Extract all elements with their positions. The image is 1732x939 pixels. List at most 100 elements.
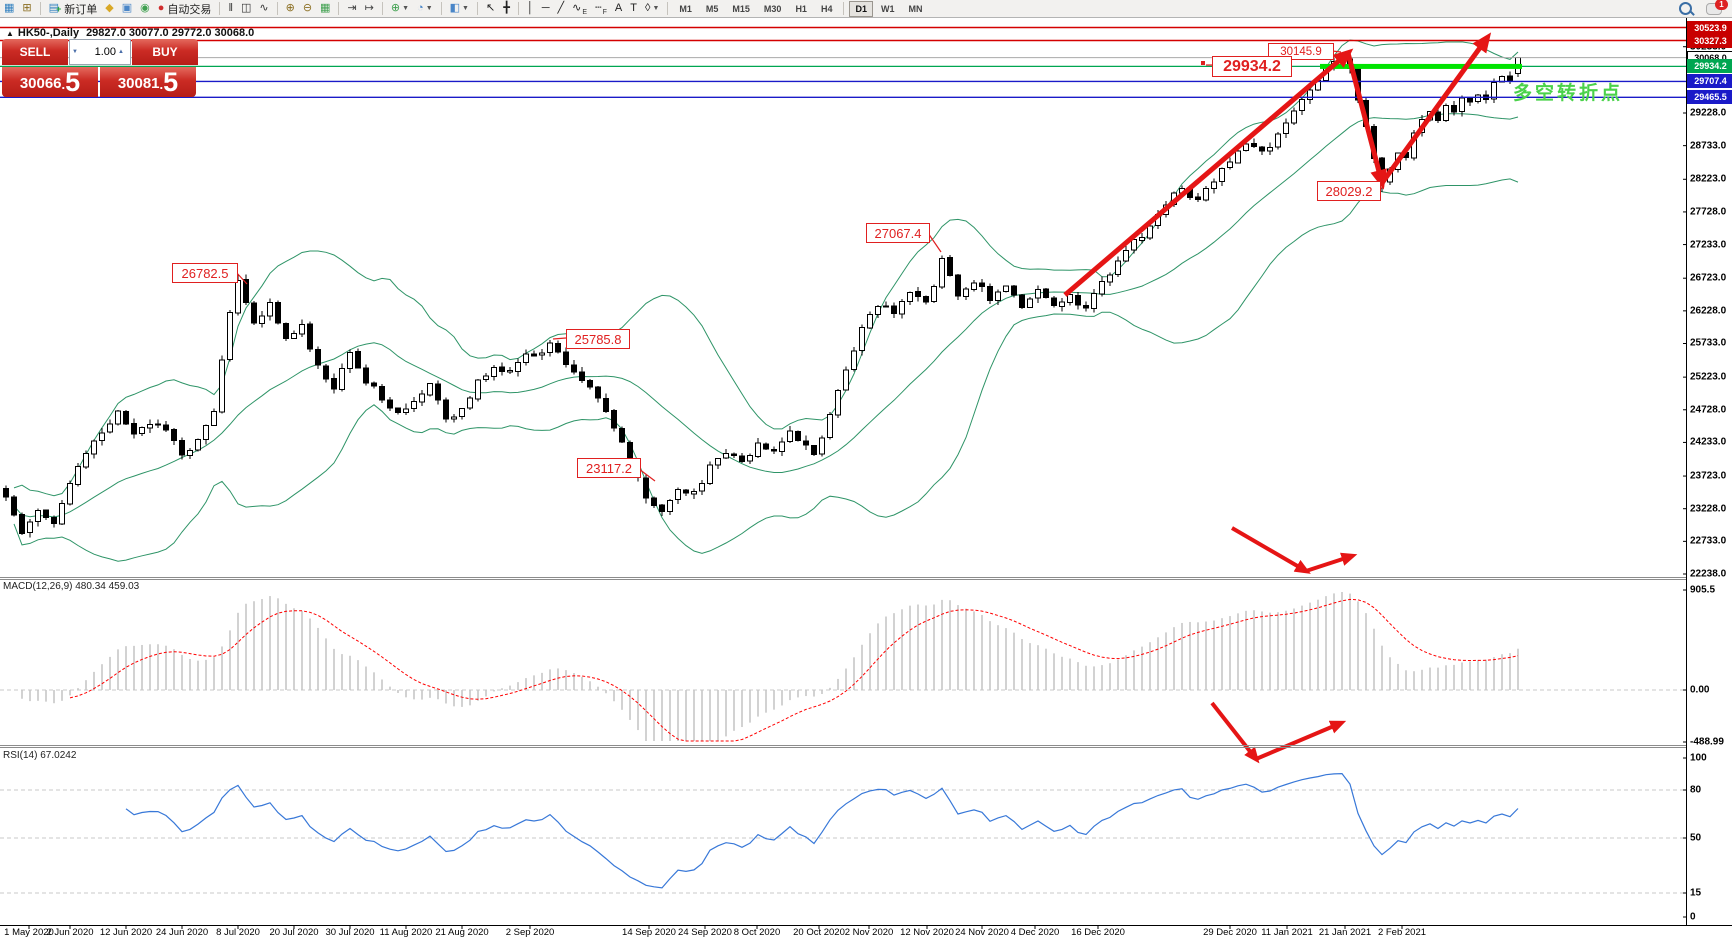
- price-callout-label[interactable]: 27067.4: [866, 223, 930, 243]
- expand-triangle-icon[interactable]: ▲: [6, 29, 14, 38]
- date-axis-label: 8 Jul 2020: [216, 927, 260, 938]
- price-callout-label[interactable]: 23117.2: [577, 458, 641, 478]
- bid-price[interactable]: 30066. 5: [2, 67, 98, 97]
- date-axis-label: 1 May 2020: [4, 927, 54, 938]
- text-icon[interactable]: A: [614, 2, 623, 14]
- timeframe-w1-button[interactable]: W1: [880, 3, 895, 14]
- eraser-icon[interactable]: ◆: [105, 2, 114, 14]
- data-window-icon[interactable]: ⊞: [22, 2, 32, 14]
- timeframe-h4-button[interactable]: H4: [820, 3, 833, 14]
- price-axis-tick: 25733.0: [1690, 337, 1727, 349]
- date-axis-label: 2 Sep 2020: [505, 927, 555, 938]
- price-callout-label[interactable]: 25785.8: [566, 329, 630, 349]
- trendline-icon[interactable]: ╱: [557, 2, 565, 14]
- price-callout-label[interactable]: 26782.5: [172, 263, 238, 283]
- autotrading-button[interactable]: ● 自动交易: [157, 2, 212, 16]
- toolbar-separator: [276, 2, 278, 15]
- price-callout-label[interactable]: 30145.9: [1268, 43, 1334, 60]
- price-line-badge: 29934.2: [1687, 59, 1732, 74]
- timeframe-m15-button[interactable]: M15: [732, 3, 750, 14]
- price-axis-tick: 24233.0: [1690, 436, 1727, 448]
- price-axis-tick: 26723.0: [1690, 272, 1727, 284]
- indicators-add-icon[interactable]: ⊕ ▼: [390, 2, 410, 14]
- rsi-indicator-label: RSI(14) 67.0242: [3, 750, 77, 761]
- price-axis-tick: 22733.0: [1690, 535, 1727, 547]
- toolbar-separator: [440, 2, 442, 15]
- ask-price[interactable]: 30081. 5: [100, 67, 196, 97]
- one-click-trading-panel: SELL ▼ ▲ BUY 30066.5 30081.5: [2, 39, 198, 99]
- notifications-icon[interactable]: 1: [1706, 0, 1728, 15]
- date-axis-label: 2 Nov 2020: [844, 927, 894, 938]
- shapes-dropdown-icon[interactable]: ◊ ▼: [645, 2, 660, 14]
- timeframe-mn-button[interactable]: MN: [908, 3, 923, 14]
- volume-up-spinner[interactable]: ▲: [118, 49, 124, 55]
- macd-indicator-label: MACD(12,26,9) 480.34 459.03: [3, 581, 140, 592]
- toolbar-separator: [39, 2, 41, 15]
- bar-chart-icon[interactable]: ‖: [228, 2, 233, 14]
- price-callout-label[interactable]: 28029.2: [1317, 181, 1381, 201]
- price-axis-tick: 29228.0: [1690, 107, 1727, 119]
- buy-button[interactable]: BUY: [132, 39, 198, 65]
- cursor-icon[interactable]: ↖: [485, 2, 496, 14]
- text-label-icon[interactable]: T: [630, 2, 637, 14]
- price-axis-tick: 23723.0: [1690, 470, 1727, 482]
- new-order-button[interactable]: ▤ + 新订单: [48, 2, 98, 16]
- timeframe-m1-button[interactable]: M1: [679, 3, 692, 14]
- macd-trend-arrow: [1230, 526, 1311, 574]
- price-line-badge: 30327.3: [1687, 33, 1732, 48]
- price-axis-tick: 26228.0: [1690, 305, 1727, 317]
- date-axis-label: 29 Dec 2020: [1203, 927, 1257, 938]
- timeframe-m5-button[interactable]: M5: [705, 3, 719, 14]
- date-axis-label: 30 Jul 2020: [325, 927, 375, 938]
- sell-button[interactable]: SELL: [2, 39, 68, 65]
- date-axis-label: 12 Jun 2020: [99, 927, 153, 938]
- candlestick-icon[interactable]: ◫: [240, 2, 252, 14]
- date-axis-label: 24 Nov 2020: [955, 927, 1009, 938]
- rsi-trend-arrow: [1255, 720, 1347, 761]
- date-axis-label: 20 Jul 2020: [269, 927, 319, 938]
- date-axis-label: 4 Dec 2020: [1010, 927, 1060, 938]
- crosshair-icon[interactable]: ╋: [503, 2, 510, 14]
- price-callout-label[interactable]: 29934.2: [1212, 56, 1292, 77]
- macd-axis-tick: 905.5: [1690, 584, 1716, 596]
- date-axis-label: 12 Nov 2020: [900, 927, 954, 938]
- charts-window-icon[interactable]: ▦: [4, 2, 15, 14]
- macd-axis-tick: -488.99: [1690, 736, 1724, 748]
- shift-end-icon[interactable]: ⇥: [347, 2, 357, 14]
- periods-clock-icon[interactable]: ◔ ▼: [417, 2, 433, 14]
- timeframe-h1-button[interactable]: H1: [795, 3, 807, 14]
- date-axis-label: 16 Dec 2020: [1071, 927, 1125, 938]
- ohlc-values: 29827.0 30077.0 29772.0 30068.0: [86, 27, 255, 39]
- main-trend-arrow: [1379, 32, 1492, 185]
- timeframe-d1-button[interactable]: D1: [849, 0, 873, 17]
- auto-scroll-icon[interactable]: ↦: [364, 2, 374, 14]
- timeframe-m30-button[interactable]: M30: [763, 3, 782, 14]
- rsi-axis-tick: 100: [1690, 752, 1707, 764]
- fibonacci-icon[interactable]: ┄ F: [595, 2, 607, 16]
- price-axis-tick: 27233.0: [1690, 239, 1727, 251]
- date-axis-label: 11 Aug 2020: [379, 927, 433, 938]
- templates-icon[interactable]: ◧ ▼: [449, 2, 469, 14]
- rsi-trend-arrow: [1210, 701, 1260, 764]
- zoom-out-icon[interactable]: ⊖: [302, 2, 313, 14]
- volume-down-spinner[interactable]: ▼: [72, 49, 78, 55]
- price-axis-tick: 27728.0: [1690, 206, 1727, 218]
- horizontal-line-icon[interactable]: ─: [541, 2, 550, 14]
- zoom-in-icon[interactable]: ⊕: [285, 2, 295, 14]
- date-axis-label: 8 Oct 2020: [733, 927, 781, 938]
- toolbar-separator: [843, 2, 845, 15]
- line-chart-icon[interactable]: ∿: [259, 2, 269, 14]
- volume-input[interactable]: [80, 46, 116, 58]
- publish-icon[interactable]: ▣: [121, 2, 133, 14]
- tile-windows-icon[interactable]: ▦: [320, 2, 331, 14]
- market-events-icon[interactable]: ◉: [140, 2, 150, 14]
- symbol-period-label: HK50-,Daily: [17, 27, 80, 39]
- search-icon[interactable]: [1679, 2, 1692, 15]
- macd-trend-arrow: [1305, 552, 1358, 573]
- vertical-line-icon[interactable]: │: [526, 2, 534, 14]
- volume-box: ▼ ▲: [69, 39, 131, 65]
- price-axis-tick: 22238.0: [1690, 568, 1727, 580]
- equidistant-channel-icon[interactable]: ∿ E: [572, 2, 588, 16]
